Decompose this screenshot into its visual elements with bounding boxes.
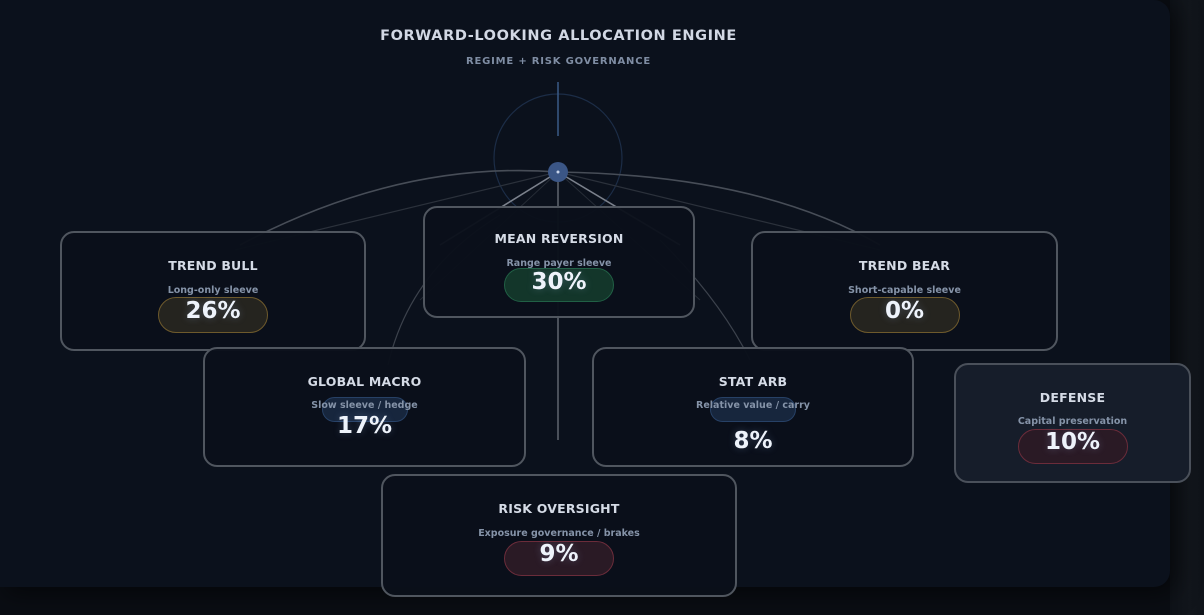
sleeve-description: Exposure governance / brakes bbox=[478, 528, 640, 539]
right-edge-strip bbox=[1170, 0, 1204, 615]
sleeve-name: DEFENSE bbox=[1039, 390, 1106, 405]
sleeve-card-global-macro[interactable]: GLOBAL MACRO Slow sleeve / hedge 17% bbox=[203, 347, 526, 467]
sleeve-name: RISK OVERSIGHT bbox=[498, 501, 620, 516]
allocation-pill bbox=[321, 397, 408, 422]
sleeve-description: Range payer sleeve bbox=[506, 258, 612, 269]
allocation-value: 8% bbox=[733, 428, 773, 454]
allocation-pill bbox=[849, 297, 960, 333]
sleeve-description: Relative value / carry bbox=[696, 400, 810, 411]
sleeve-card-trend-bear[interactable]: TREND BEAR Short-capable sleeve 0% bbox=[751, 231, 1058, 351]
allocation-value: 30% bbox=[531, 269, 587, 295]
sleeve-description: Slow sleeve / hedge bbox=[311, 400, 418, 411]
sleeve-description: Capital preservation bbox=[1017, 416, 1128, 427]
sleeve-description: Short-capable sleeve bbox=[848, 285, 961, 296]
sleeve-name: MEAN REVERSION bbox=[494, 231, 624, 246]
sleeve-card-trend-bull[interactable]: TREND BULL Long-only sleeve 26% bbox=[60, 231, 366, 351]
allocation-value: 0% bbox=[884, 298, 925, 324]
sleeve-name: STAT ARB bbox=[718, 374, 788, 389]
diagram-subtitle: REGIME + RISK GOVERNANCE bbox=[466, 56, 651, 67]
sleeve-name: TREND BEAR bbox=[858, 258, 951, 273]
sleeve-card-stat-arb[interactable]: STAT ARB Relative value / carry 8% bbox=[592, 347, 914, 467]
allocation-pill bbox=[710, 397, 796, 422]
sleeve-card-risk-oversight[interactable]: RISK OVERSIGHT Exposure governance / bra… bbox=[381, 474, 737, 597]
allocation-pill bbox=[1017, 429, 1128, 464]
sleeve-card-defense[interactable]: DEFENSE Capital preservation 10% bbox=[954, 363, 1191, 483]
allocation-pill bbox=[504, 541, 614, 576]
sleeve-name: TREND BULL bbox=[168, 258, 258, 273]
allocation-value: 26% bbox=[185, 298, 241, 324]
sleeve-name: GLOBAL MACRO bbox=[307, 374, 422, 389]
allocation-value: 17% bbox=[336, 413, 393, 439]
diagram-title: FORWARD-LOOKING ALLOCATION ENGINE bbox=[380, 28, 737, 44]
sleeve-card-mean-reversion[interactable]: MEAN REVERSION Range payer sleeve 30% bbox=[423, 206, 695, 318]
allocation-value: 10% bbox=[1044, 429, 1101, 455]
allocation-pill bbox=[158, 297, 268, 333]
allocation-value: 9% bbox=[539, 541, 579, 567]
allocation-pill bbox=[504, 268, 614, 302]
sleeve-description: Long-only sleeve bbox=[167, 285, 259, 296]
